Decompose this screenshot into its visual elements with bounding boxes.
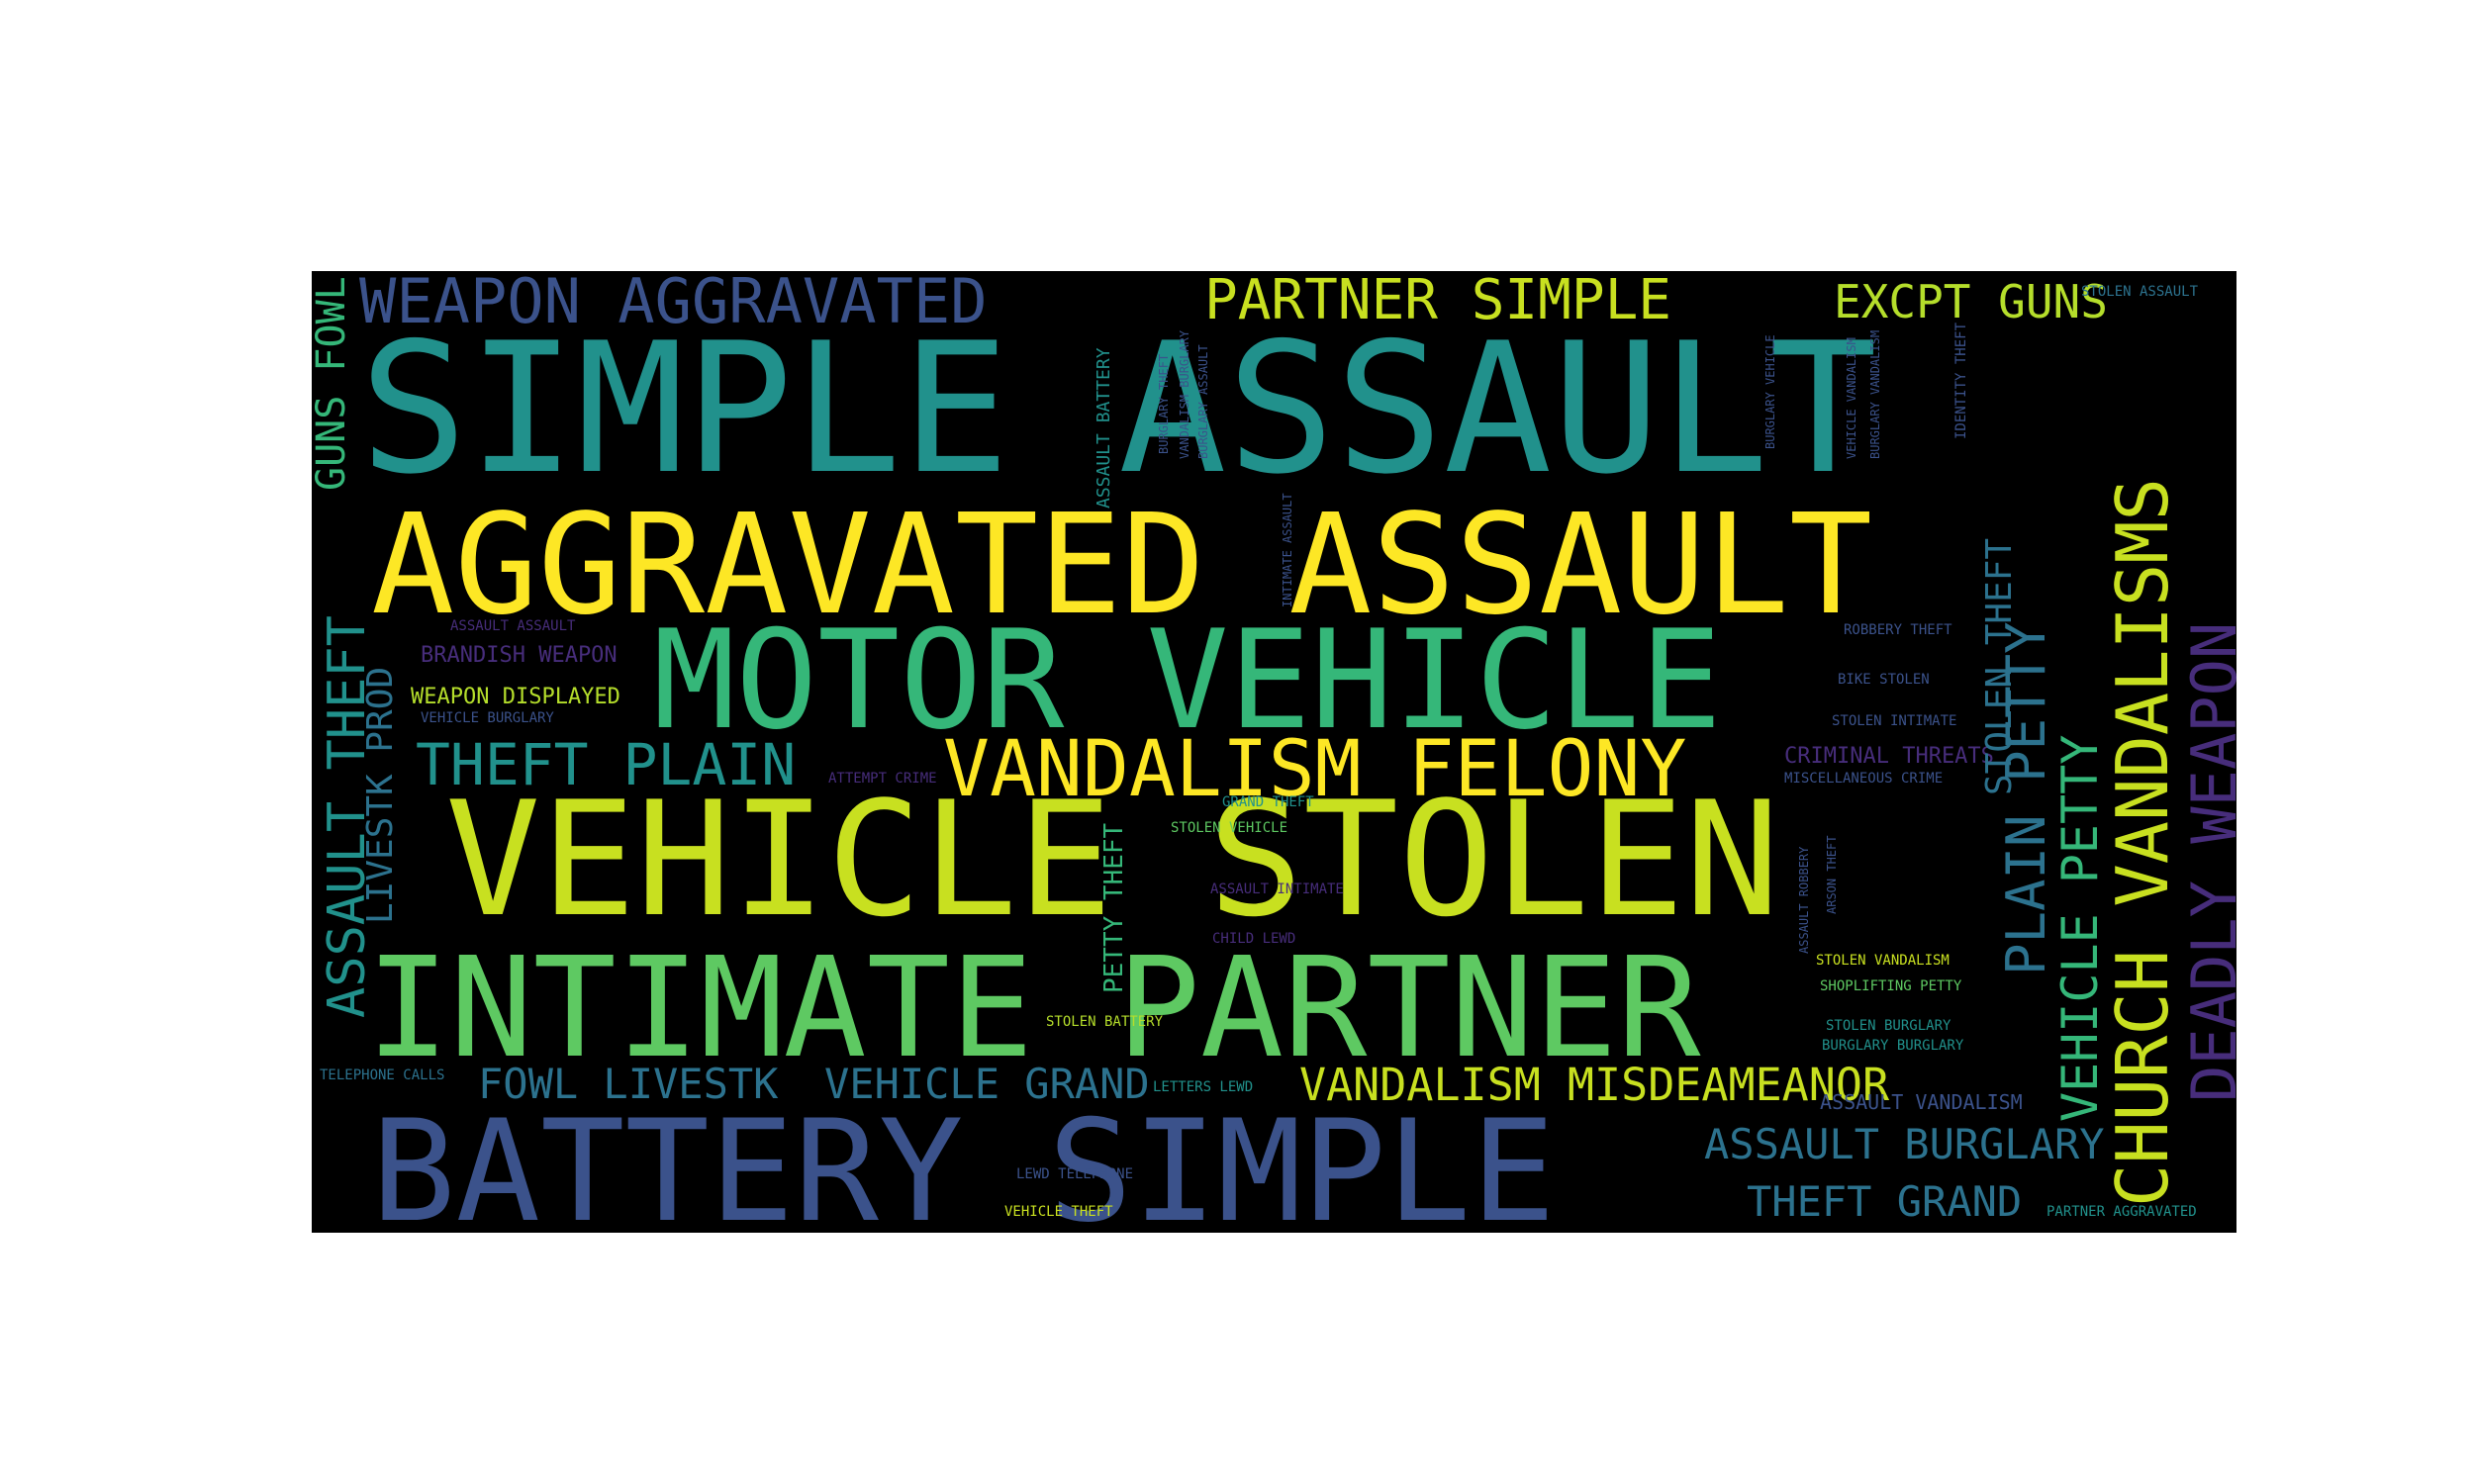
word-burglary-theft: BURGLARY THEFT — [1157, 353, 1171, 454]
word-bike-stolen: BIKE STOLEN — [1838, 672, 1930, 688]
word-weapon-aggravated: WEAPON AGGRAVATED — [359, 271, 988, 337]
word-assault-vandalism: ASSAULT VANDALISM — [1820, 1090, 2023, 1114]
word-motor-vehicle: MOTOR VEHICLE — [653, 601, 1723, 760]
word-stolen-assault: STOLEN ASSAULT — [2081, 284, 2199, 300]
word-vandalism-misdeameanor: VANDALISM MISDEAMEANOR — [1299, 1059, 1890, 1111]
word-criminal-threats: CRIMINAL THREATS — [1784, 744, 1994, 769]
word-cloud: SIMPLE ASSAULT AGGRAVATED ASSAULT MOTOR … — [312, 271, 2236, 1233]
word-vehicle-stolen: VEHICLE STOLEN — [445, 767, 1780, 952]
word-vandalism-burglary: VANDALISM BURGLARY — [1178, 329, 1191, 459]
word-miscellaneous-crime: MISCELLANEOUS CRIME — [1784, 771, 1944, 787]
word-shoplifting-petty: SHOPLIFTING PETTY — [1820, 978, 1962, 994]
word-vehicle-petty: VEHICLE PETTY — [2051, 734, 2109, 1122]
word-assault-burglary: ASSAULT BURGLARY — [1704, 1120, 2105, 1168]
word-telephone-calls: TELEPHONE CALLS — [320, 1067, 445, 1083]
word-burglary-vandalism: BURGLARY VANDALISM — [1868, 329, 1882, 459]
word-guns-fowl: GUNS FOWL — [312, 276, 354, 491]
word-partner-aggravated: PARTNER AGGRAVATED — [2046, 1204, 2197, 1220]
word-intimate-assault: INTIMATE ASSAULT — [1281, 493, 1294, 607]
word-lewd-telephone: LEWD TELEPHONE — [1016, 1166, 1134, 1182]
word-weapon-displayed: WEAPON DISPLAYED — [411, 685, 620, 709]
word-robbery-theft: ROBBERY THEFT — [1844, 622, 1952, 638]
word-church-vandalisms: CHURCH VANDALISMS — [2101, 478, 2184, 1207]
word-assault-intimate: ASSAULT INTIMATE — [1210, 881, 1344, 897]
word-simple-assault: SIMPLE ASSAULT — [359, 304, 1878, 513]
word-excpt-guns: EXCPT GUNS — [1834, 275, 2108, 328]
word-stolen-vehicle: STOLEN VEHICLE — [1171, 820, 1288, 836]
word-stolen-burglary: STOLEN BURGLARY — [1826, 1018, 1951, 1034]
word-letters-lewd: LETTERS LEWD — [1153, 1079, 1254, 1095]
word-intimate-partner: INTIMATE PARTNER — [366, 928, 1701, 1089]
word-deadly-weapon: DEADLY WEAPON — [2178, 621, 2236, 1102]
word-vehicle-theft: VEHICLE THEFT — [1004, 1204, 1113, 1220]
word-theft-grand: THEFT GRAND — [1747, 1177, 2023, 1226]
word-burglary-vehicle: BURGLARY VEHICLE — [1763, 334, 1777, 449]
word-stolen-intimate: STOLEN INTIMATE — [1832, 713, 1957, 729]
word-aggravated-assault: AGGRAVATED ASSAULT — [371, 485, 1873, 646]
word-arson-theft: ARSON THEFT — [1825, 835, 1839, 914]
word-attempt-crime: ATTEMPT CRIME — [828, 771, 937, 787]
word-assault-assault: ASSAULT ASSAULT — [450, 618, 576, 634]
word-assault-robbery: ASSAULT ROBBERY — [1797, 846, 1811, 954]
word-vehicle-burglary: VEHICLE BURGLARY — [421, 710, 554, 726]
word-child-lewd: CHILD LEWD — [1212, 931, 1296, 947]
word-assault-battery: ASSAULT BATTERY — [1094, 347, 1114, 509]
word-stolen-battery: STOLEN BATTERY — [1046, 1014, 1164, 1030]
word-stolen-vandalism: STOLEN VANDALISM — [1816, 953, 1950, 969]
word-livestk-prod: LIVESTK PROD — [360, 666, 401, 924]
word-grand-theft: GRAND THEFT — [1222, 794, 1314, 810]
word-brandish-weapon: BRANDISH WEAPON — [421, 643, 618, 668]
word-plain-petty: PLAIN PETTY — [1995, 621, 2057, 975]
word-battery-simple: BATTERY SIMPLE — [371, 1090, 1556, 1234]
word-burglary-burglary: BURGLARY BURGLARY — [1822, 1038, 1964, 1054]
word-theft-plain: THEFT PLAIN — [416, 731, 797, 798]
word-identity-theft: IDENTITY THEFT — [1953, 322, 1969, 439]
word-vandalism-felony: VANDALISM FELONY — [943, 725, 1687, 814]
word-burglary-assault: BURGLARY ASSAULT — [1196, 344, 1210, 459]
word-fowl-livestk: FOWL LIVESTK — [478, 1060, 779, 1108]
word-petty-theft: PETTY THEFT — [1099, 822, 1129, 993]
word-partner-simple: PARTNER SIMPLE — [1204, 271, 1672, 332]
word-vehicle-vandalism: VEHICLE VANDALISM — [1845, 337, 1858, 459]
word-vehicle-grand: VEHICLE GRAND — [824, 1060, 1150, 1108]
